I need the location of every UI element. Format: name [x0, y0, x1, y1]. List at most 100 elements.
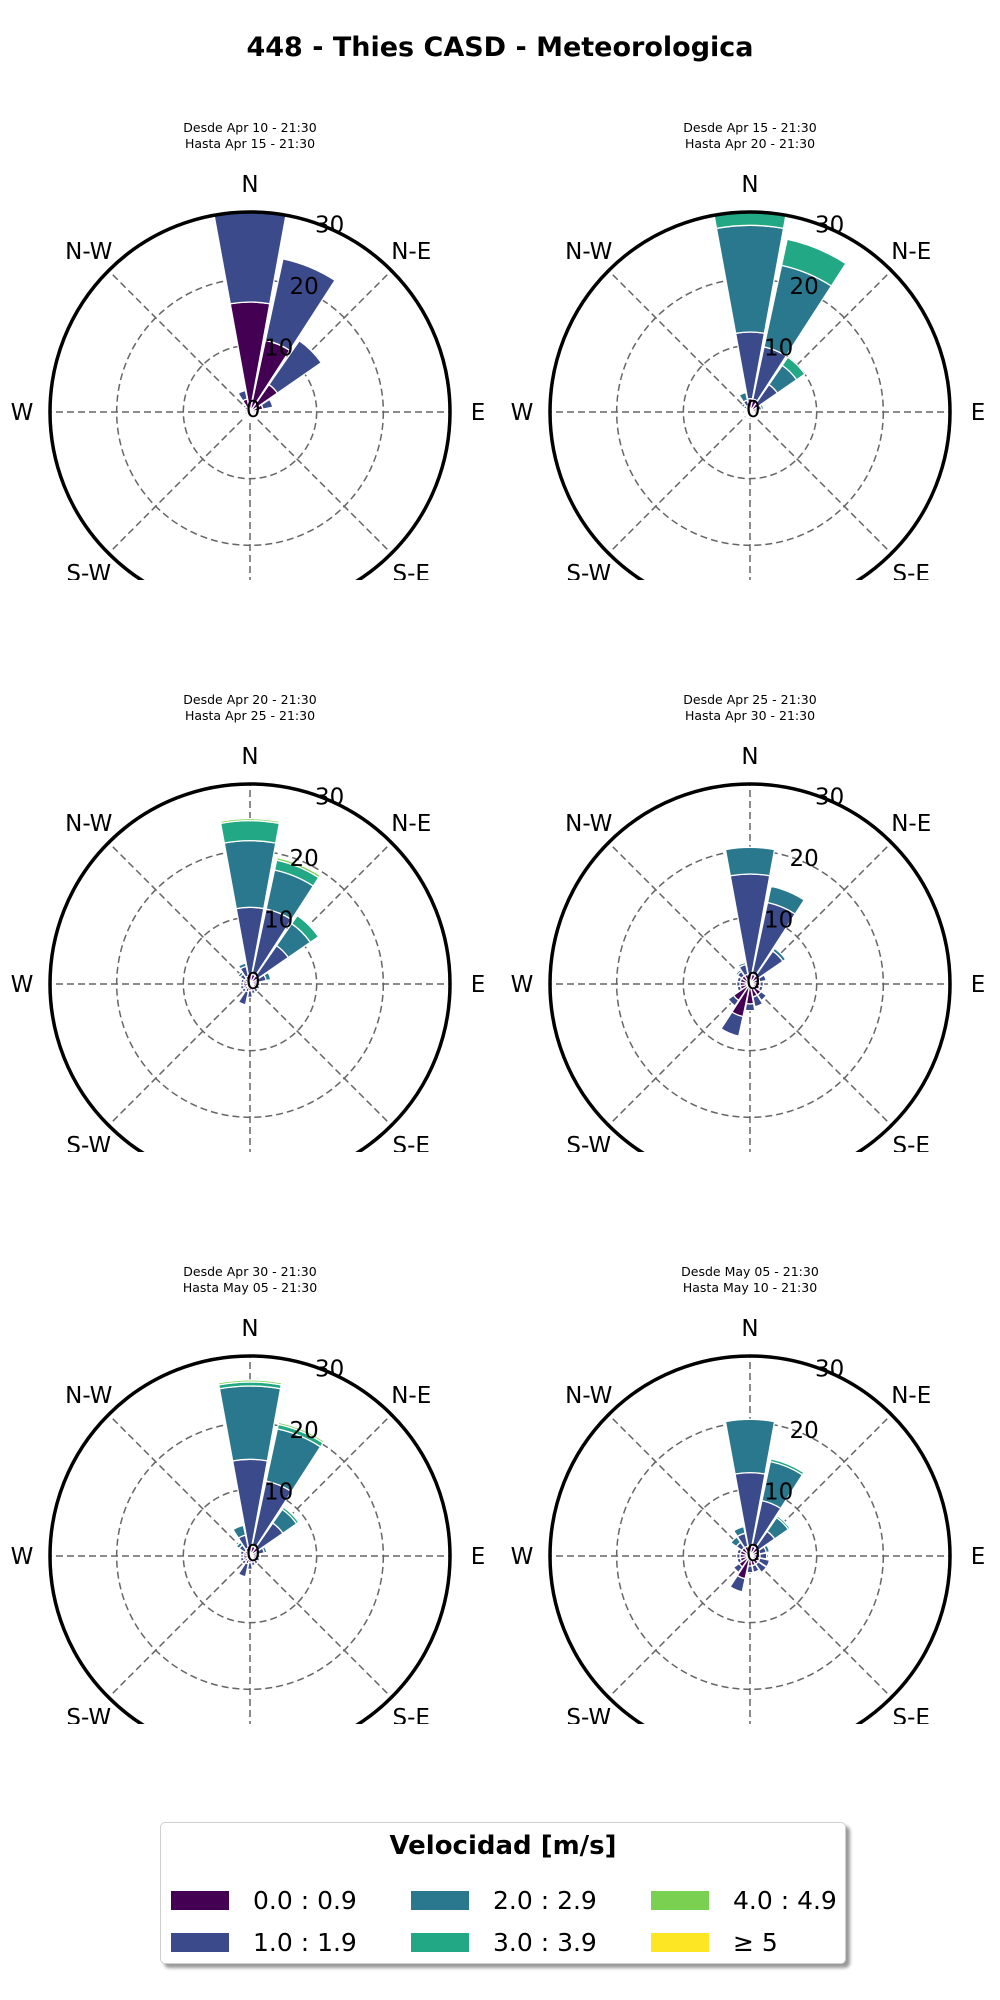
rose-bar-segment [277, 1421, 326, 1444]
radial-tick-label: 10 [264, 908, 293, 934]
radial-tick-label: 30 [815, 1356, 844, 1382]
chart-title: 448 - Thies CASD - Meteorologica [246, 32, 754, 63]
direction-label: S-W [66, 1133, 111, 1152]
angular-gridline [249, 1555, 392, 1698]
direction-label: E [471, 972, 486, 998]
direction-label: N [241, 172, 258, 198]
legend-item: 2.0 : 2.9 [411, 1883, 597, 1917]
angular-gridline [608, 842, 751, 985]
windrose-panel-1: Desde Apr 10 - 21:30 Hasta Apr 15 - 21:3… [0, 0, 500, 580]
rose-bar-segment [282, 1505, 301, 1524]
direction-label: N-W [565, 239, 612, 265]
direction-label: E [971, 400, 986, 426]
legend-item: 3.0 : 3.9 [411, 1925, 597, 1959]
rose-bar-segment [738, 391, 749, 403]
direction-label: N-W [65, 811, 112, 837]
direction-label: S-W [566, 1705, 611, 1724]
rose-bar-segment [268, 339, 323, 394]
direction-label: S-W [566, 1133, 611, 1152]
direction-label: N-W [65, 239, 112, 265]
rose-bar-segment [720, 1011, 744, 1037]
radial-tick-label: 20 [790, 274, 819, 300]
legend-item: 1.0 : 1.9 [171, 1925, 357, 1959]
polar-frame [548, 782, 952, 1152]
direction-label: W [11, 972, 34, 998]
direction-label: W [511, 972, 534, 998]
radial-tick-label: 10 [764, 336, 793, 362]
panel-subtitle-from: Desde Apr 25 - 21:30 [683, 692, 817, 707]
rose-bar-segment [260, 398, 274, 410]
rose-bar-segment [732, 1562, 744, 1574]
radial-tick-label: 10 [764, 908, 793, 934]
radial-tick-label: 20 [790, 1418, 819, 1444]
radial-tick-label: 10 [764, 1480, 793, 1506]
radial-tick-label: 30 [315, 784, 344, 810]
direction-label: N [741, 744, 758, 770]
panel-subtitle-from: Desde Apr 10 - 21:30 [183, 120, 317, 135]
direction-label: S-W [66, 561, 111, 580]
panel-subtitle: Desde Apr 20 - 21:30 Hasta Apr 25 - 21:3… [0, 692, 500, 724]
legend-label: 2.0 : 2.9 [493, 1885, 597, 1915]
rose-bar-segment [296, 913, 321, 938]
panel-subtitle-to: Hasta May 10 - 21:30 [682, 1280, 818, 1295]
angular-gridline [749, 983, 892, 1126]
rose-bar-segment [780, 238, 847, 287]
rose-bar-segment [724, 1418, 776, 1475]
rose-bar-segment [239, 984, 246, 991]
panel-subtitle: Desde Apr 30 - 21:30 Hasta May 05 - 21:3… [0, 1264, 500, 1296]
direction-label: N-E [891, 239, 931, 265]
direction-label: E [471, 400, 486, 426]
legend-swatch [171, 1932, 229, 1952]
rose-bar-segment [218, 1385, 282, 1462]
rose-bar-segment [724, 846, 776, 877]
rose-bar-segment [744, 1002, 756, 1012]
rose-bar-segment [766, 885, 806, 915]
panel-subtitle-from: Desde Apr 30 - 21:30 [183, 1264, 317, 1279]
radial-tick-label: 0 [246, 397, 261, 423]
panel-subtitle: Desde Apr 10 - 21:30 Hasta Apr 15 - 21:3… [0, 120, 500, 152]
radial-tick-label: 30 [315, 212, 344, 238]
rose-bar-segment [771, 947, 787, 963]
legend-label: 4.0 : 4.9 [733, 1885, 837, 1915]
legend-label: 1.0 : 1.9 [253, 1927, 357, 1957]
legend-item: ≥ 5 [651, 1925, 778, 1959]
rose-bar-segment [263, 971, 272, 982]
rose-bar-segment [217, 1379, 283, 1386]
direction-label: S-W [66, 1705, 111, 1724]
radial-tick-label: 10 [264, 336, 293, 362]
rose-bar-segment [237, 962, 247, 970]
windrose-panel-6: Desde May 05 - 21:30 Hasta May 10 - 21:3… [500, 1144, 1000, 1724]
direction-label: N [741, 1316, 758, 1342]
panel-subtitle-to: Hasta Apr 25 - 21:30 [184, 708, 316, 723]
rose-bar-segment [275, 856, 322, 879]
legend-swatch [651, 1890, 709, 1910]
radial-tick-label: 30 [815, 784, 844, 810]
rose-bar-segment [763, 973, 769, 982]
legend-label: ≥ 5 [733, 1927, 778, 1957]
angular-gridline [249, 411, 392, 554]
radial-tick-label: 20 [290, 274, 319, 300]
direction-label: N-E [391, 239, 431, 265]
rose-bar-segment [759, 403, 765, 411]
angular-gridline [108, 1414, 251, 1557]
legend-swatch [411, 1932, 469, 1952]
direction-label: N-E [891, 811, 931, 837]
rose-bar-segment [264, 258, 336, 352]
angular-gridline [608, 411, 751, 554]
radial-tick-label: 0 [746, 1541, 761, 1567]
panel-subtitle-to: Hasta Apr 15 - 21:30 [184, 136, 316, 151]
windrose-panel-5: Desde Apr 30 - 21:30 Hasta May 05 - 21:3… [0, 1144, 500, 1724]
radial-tick-label: 30 [315, 1356, 344, 1382]
legend-swatch [411, 1890, 469, 1910]
rose-bar-segment [769, 1458, 805, 1476]
angular-gridline [108, 1555, 251, 1698]
direction-label: S-E [893, 1705, 930, 1724]
direction-label: N-W [565, 811, 612, 837]
direction-label: E [471, 1544, 486, 1570]
legend-item: 4.0 : 4.9 [651, 1883, 837, 1917]
